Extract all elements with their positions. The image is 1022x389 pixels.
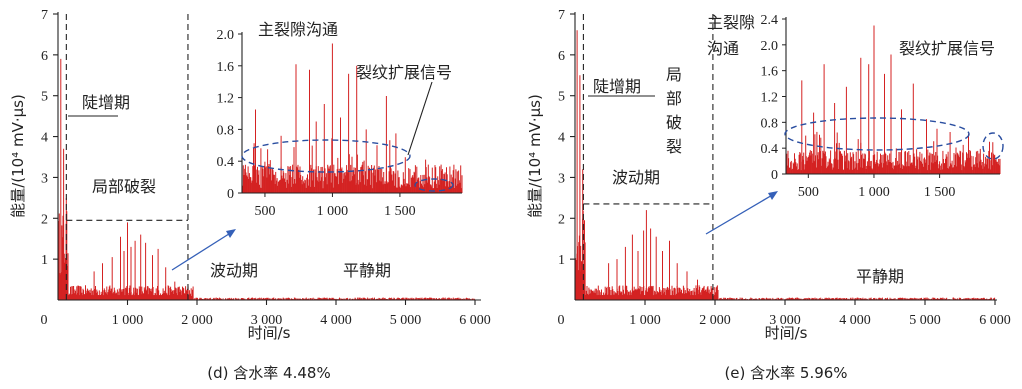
e-inset-series [785, 25, 1001, 174]
d-inset-callout-line [407, 81, 433, 156]
e-x-tick-label: 4 000 [839, 313, 871, 328]
e-inset-x-tick-label: 500 [798, 185, 819, 200]
d-inset-y-tick-label: 0 [227, 187, 234, 202]
e-label-fluctuation: 波动期 [612, 168, 660, 187]
d-inset-x-tick-label: 500 [254, 204, 275, 219]
d-x-tick-label: 4 000 [320, 313, 352, 328]
e-ticks: 0 1 000 2 000 3 000 4 000 5 000 6 000 1 2 3 4 5 6 7 [558, 8, 1011, 328]
d-y-tick-label: 7 [41, 8, 48, 23]
d-inset-ellipse-main [241, 139, 411, 173]
e-inset-y-tick-label: 2.4 [761, 13, 779, 28]
e-label-quiet: 平静期 [856, 267, 904, 286]
panel-e: 0 1 000 2 000 3 000 4 000 5 000 6 000 1 2 3 4 5 6 7 5… [558, 8, 1011, 328]
e-label-surge: 陡增期 [593, 77, 641, 96]
e-y-tick-label: 6 [558, 49, 565, 64]
e-inset-y-tick-label: 0.4 [761, 142, 779, 157]
e-x-tick-label: 0 [558, 313, 565, 328]
d-caption: (d) 含水率 4.48% [207, 364, 330, 382]
e-zoom-arrowhead [768, 191, 778, 200]
d-inset-label-main-crack: 主裂隙沟通 [258, 20, 338, 39]
e-x-tick-label: 1 000 [629, 313, 661, 328]
d-y-tick-label: 5 [41, 90, 48, 105]
d-ticks: 0 1 000 2 000 3 000 4 000 5 000 6 000 1 2 3 4 5 6 7 [41, 8, 491, 328]
d-inset: 500 1 000 1 500 0 0.4 0.8 1.2 1.6 2.0 [217, 28, 463, 219]
e-y-tick-label: 1 [558, 253, 565, 268]
e-zoom-arrow [705, 193, 775, 235]
e-y-tick-label: 3 [558, 171, 565, 186]
e-caption: (e) 含水率 5.96% [724, 364, 847, 382]
d-zoom-arrow [171, 231, 233, 271]
e-y-tick-label: 4 [558, 131, 565, 146]
e-inset-y-tick-label: 2.0 [761, 39, 779, 54]
e-inset-label-crack-signal: 裂纹扩展信号 [899, 39, 995, 58]
d-y-tick-label: 6 [41, 49, 48, 64]
d-inset-ellipse-small [414, 178, 454, 192]
e-inset: 500 1 000 1 500 0 0.4 0.8 1.2 1.6 2.0 2.4 [761, 13, 1004, 200]
e-label-local-fracture-1: 局 [666, 65, 682, 84]
e-inset-y-tick-label: 1.2 [761, 91, 779, 106]
d-y-tick-label: 2 [41, 212, 48, 227]
d-x-tick-label: 5 000 [390, 313, 422, 328]
e-inset-ellipse-small [982, 132, 1004, 160]
e-label-local-fracture-2: 部 [666, 89, 682, 108]
d-inset-y-tick-label: 0.4 [217, 155, 235, 170]
e-inset-y-tick-label: 0 [771, 168, 778, 183]
d-inset-x-tick-label: 1 500 [384, 204, 416, 219]
e-y-tick-label: 5 [558, 90, 565, 105]
d-x-axis-label: 时间/s [248, 324, 291, 342]
d-inset-ticks: 500 1 000 1 500 0 0.4 0.8 1.2 1.6 2.0 [217, 28, 416, 219]
e-inset-y-tick-label: 0.8 [761, 116, 779, 131]
d-x-tick-label: 2 000 [181, 313, 213, 328]
e-inset-label-main-crack-1: 主裂隙 [707, 13, 755, 32]
d-noise-floor [58, 295, 188, 300]
d-inset-y-tick-label: 2.0 [217, 28, 235, 43]
d-inset-y-tick-label: 0.8 [217, 123, 235, 138]
d-label-quiet: 平静期 [343, 261, 391, 280]
e-x-tick-label: 6 000 [979, 313, 1011, 328]
d-label-surge: 陡增期 [82, 93, 130, 112]
d-x-tick-label: 3 000 [251, 313, 283, 328]
d-x-tick-label: 6 000 [459, 313, 491, 328]
d-inset-y-tick-label: 1.6 [217, 60, 235, 75]
e-inset-x-tick-label: 1 000 [858, 185, 890, 200]
e-y-axis-label: 能量/(10⁴ mV·μs) [526, 94, 544, 218]
e-x-axis-label: 时间/s [765, 324, 808, 342]
d-zoom-arrowhead [226, 229, 236, 238]
e-x-tick-label: 2 000 [699, 313, 731, 328]
e-inset-label-main-crack-2: 沟通 [707, 39, 739, 58]
d-y-tick-label: 3 [41, 171, 48, 186]
d-inset-y-tick-label: 1.2 [217, 92, 235, 107]
panel-d: 0 1 000 2 000 3 000 4 000 5 000 6 000 1 2 3 4 5 6 7 5… [41, 8, 491, 328]
d-inset-x-tick-label: 1 000 [317, 204, 349, 219]
e-y-tick-label: 2 [558, 212, 565, 227]
e-x-tick-label: 3 000 [769, 313, 801, 328]
e-inset-y-tick-label: 1.6 [761, 65, 779, 80]
d-inset-label-crack-signal: 裂纹扩展信号 [356, 63, 452, 82]
d-label-fluctuation: 波动期 [210, 261, 258, 280]
e-label-local-fracture-3: 破 [666, 113, 682, 132]
d-inset-series [241, 43, 463, 193]
d-y-tick-label: 1 [41, 253, 48, 268]
e-inset-ticks: 500 1 000 1 500 0 0.4 0.8 1.2 1.6 2.0 2.4 [761, 13, 956, 200]
d-y-axis-label: 能量/(10⁴ mV·μs) [9, 94, 27, 218]
e-label-local-fracture-4: 裂 [666, 137, 682, 156]
d-x-tick-label: 1 000 [112, 313, 144, 328]
e-y-tick-label: 7 [558, 8, 565, 23]
e-x-tick-label: 5 000 [909, 313, 941, 328]
d-label-local-fracture: 局部破裂 [92, 177, 156, 196]
e-inset-x-tick-label: 1 500 [924, 185, 956, 200]
e-inset-ellipse-main [784, 117, 970, 151]
d-y-tick-label: 4 [41, 131, 48, 146]
d-x-tick-label: 0 [41, 313, 48, 328]
